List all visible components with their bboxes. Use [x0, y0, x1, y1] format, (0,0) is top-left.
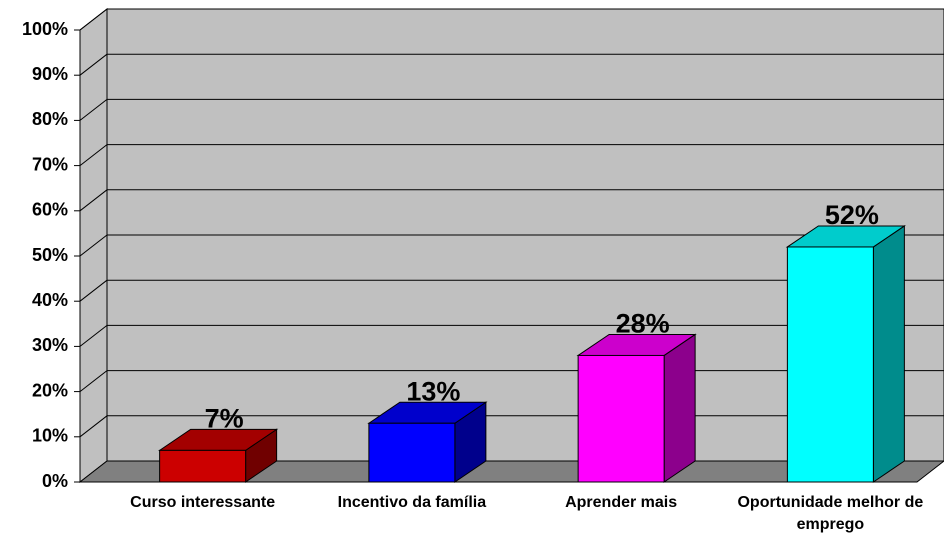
x-tick-label: Aprender mais	[565, 494, 678, 511]
y-tick-label: 90%	[32, 64, 68, 84]
grid-line	[79, 325, 108, 347]
grid-line	[79, 370, 108, 392]
bar-side	[872, 225, 905, 483]
value-label: 7%	[205, 403, 244, 433]
bar	[577, 354, 665, 483]
y-tick-label: 50%	[32, 245, 68, 265]
grid-line	[79, 415, 108, 438]
y-tick-label: 0%	[42, 471, 68, 491]
grid-line	[79, 99, 108, 121]
y-tick-label: 10%	[32, 426, 68, 446]
value-label: 52%	[825, 200, 879, 230]
x-tick-label: Curso interessante	[130, 494, 276, 511]
y-tick-label: 20%	[32, 380, 68, 400]
y-tick-label: 80%	[32, 109, 68, 129]
bar	[368, 422, 456, 483]
y-tick-label: 60%	[32, 200, 68, 220]
y-tick-label: 100%	[22, 19, 68, 39]
value-label: 13%	[406, 376, 460, 406]
bar	[159, 449, 247, 483]
grid-line	[79, 144, 108, 166]
x-tick-label: Incentivo da família	[337, 494, 487, 511]
bar	[786, 246, 874, 483]
x-tick-label: Oportunidade melhor de emprego	[737, 494, 924, 533]
grid-line	[79, 8, 108, 31]
grid-line	[79, 53, 108, 76]
bar-side	[663, 333, 696, 483]
y-tick-label: 70%	[32, 154, 68, 174]
value-label: 28%	[616, 309, 670, 339]
grid-line	[79, 279, 108, 302]
y-tick-label: 40%	[32, 290, 68, 310]
grid-line	[79, 234, 108, 257]
grid-line	[79, 189, 108, 212]
y-tick-label: 30%	[32, 335, 68, 355]
